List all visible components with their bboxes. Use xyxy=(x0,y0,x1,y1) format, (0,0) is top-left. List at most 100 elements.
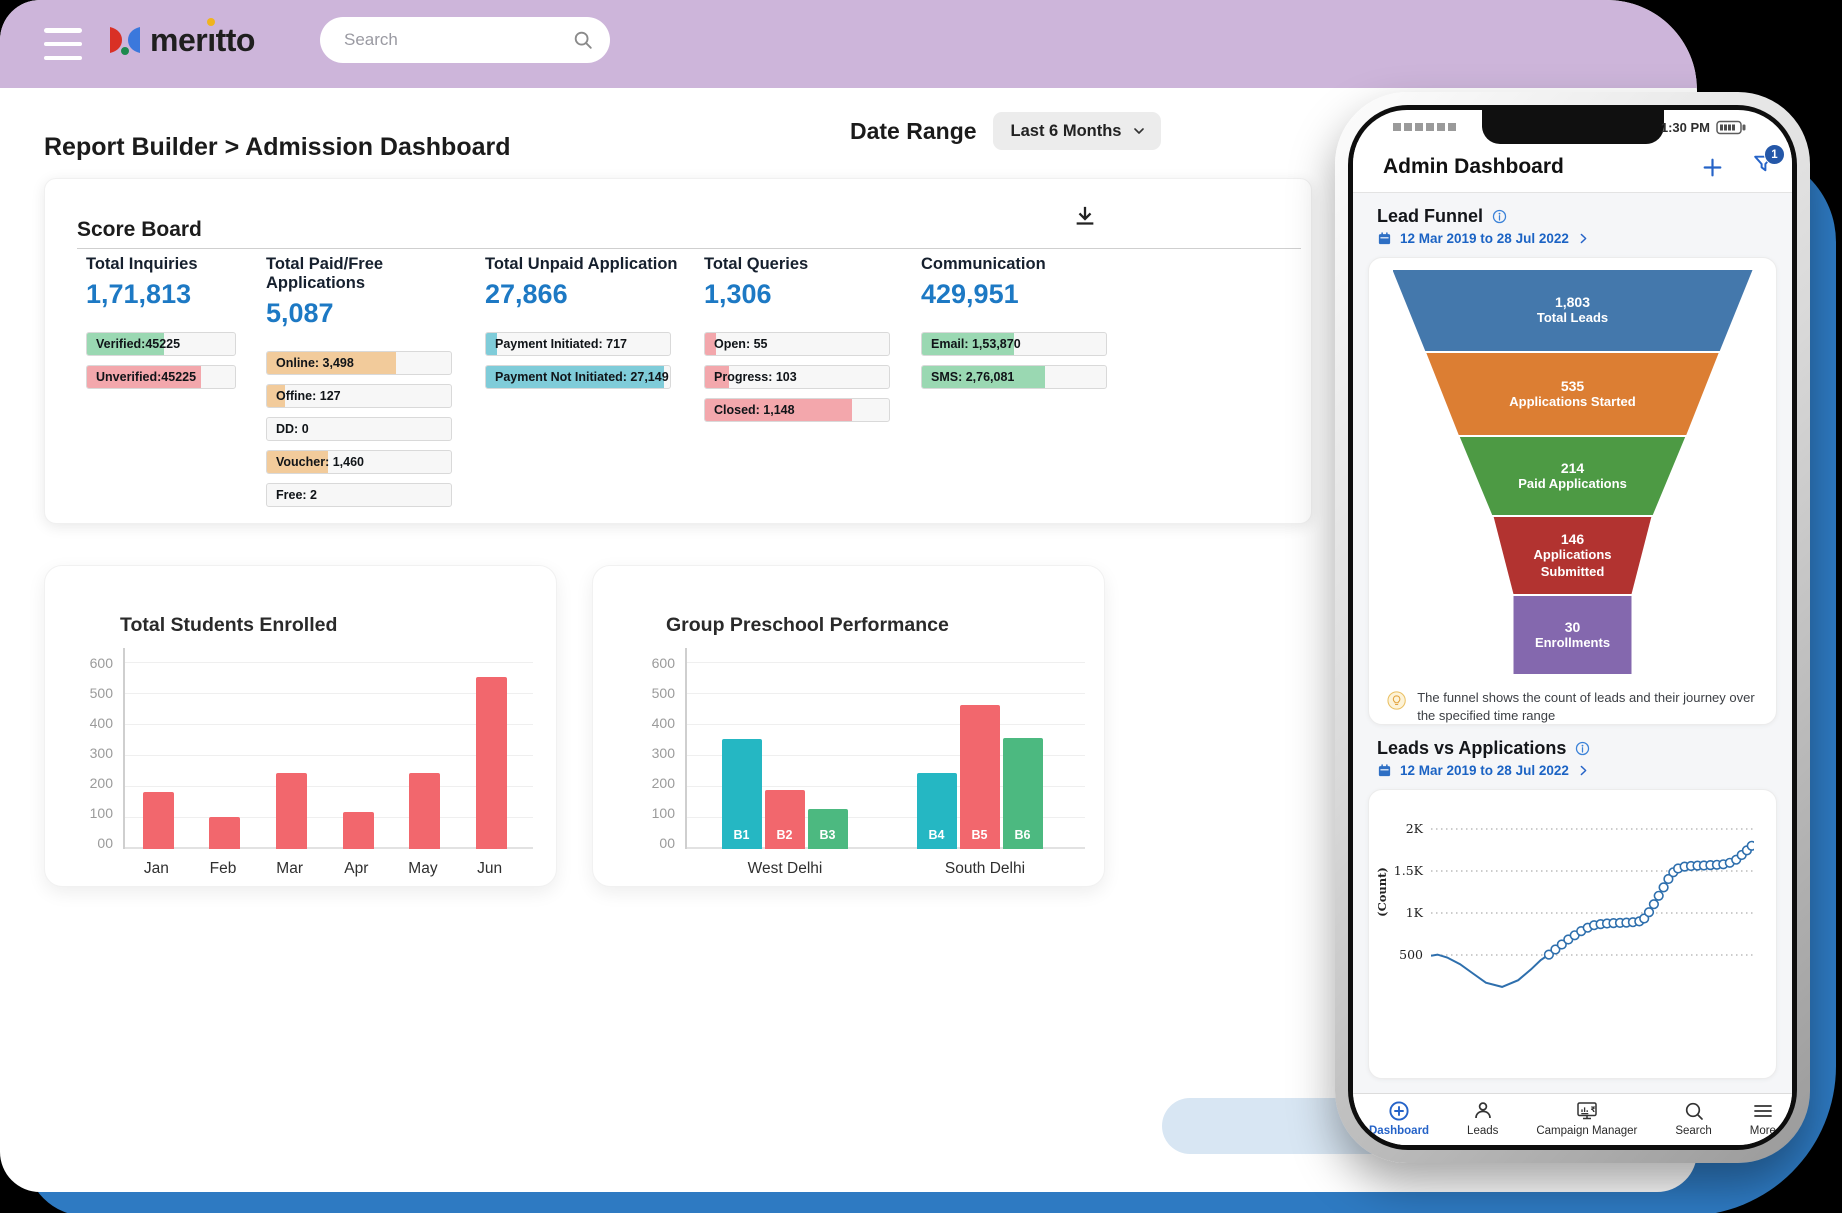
nav-item-more[interactable]: More xyxy=(1750,1094,1776,1145)
nav-item-campaign-manager[interactable]: ₹ Campaign Manager xyxy=(1536,1094,1637,1145)
students-enrolled-card: Total Students Enrolled 00 100 200 300 400 50… xyxy=(44,565,557,887)
phone-frame: 1:30 PM Admin Dashboard xyxy=(1348,105,1797,1150)
gridline xyxy=(125,786,533,788)
lead-funnel-title: Lead Funnel xyxy=(1377,206,1484,226)
gridline xyxy=(125,817,533,819)
funnel-label: Applications Started xyxy=(1509,393,1636,409)
stat-bar-unverified: Unverified:45225 xyxy=(86,365,236,389)
phone-notch xyxy=(1481,110,1664,144)
notification-badge: 1 xyxy=(1764,144,1785,165)
download-button[interactable] xyxy=(1071,203,1099,234)
search-icon[interactable] xyxy=(572,29,594,51)
meritto-logo-icon xyxy=(110,27,140,55)
funnel-value: 214 xyxy=(1560,459,1585,476)
bar-label: B2 xyxy=(776,828,793,842)
metric-name: Total Queries xyxy=(704,255,809,273)
metric-total-unpaid-application: Total Unpaid Application 27,866 Payment In… xyxy=(485,255,704,516)
chevron-right-icon xyxy=(1580,765,1587,776)
y-tick-label: 2K xyxy=(1405,821,1423,836)
stat-fill xyxy=(705,366,729,388)
x-axis-labels: Jan Feb Mar Apr May Jun xyxy=(123,860,523,878)
battery-icon xyxy=(1716,120,1746,134)
date-range-value: Last 6 Months xyxy=(1010,121,1122,140)
stat-label: Progress: 103 xyxy=(714,370,797,384)
nav-item-leads[interactable]: Leads xyxy=(1467,1094,1498,1145)
y-tick-label: 1K xyxy=(1405,905,1423,920)
funnel-date-range[interactable]: 12 Mar 2019 to 28 Jul 2022 xyxy=(1377,231,1777,246)
metric-value: 1,306 xyxy=(704,279,772,309)
funnel-segment-enrollments: 30 Enrollments xyxy=(1513,596,1632,674)
date-range-select[interactable]: Last 6 Months xyxy=(992,112,1162,150)
metric-total-queries: Total Queries 1,306 Open: 55 Progress: 103 C… xyxy=(704,255,921,516)
stat-bar-payment-not-initiated: Payment Not Initiated: 27,149 xyxy=(485,365,671,389)
gridline xyxy=(125,662,533,664)
group-label: West Delhi xyxy=(747,860,823,877)
stat-bar-dd: DD: 0 xyxy=(266,417,452,441)
stat-label: Email: 1,53,870 xyxy=(931,337,1021,351)
stat-bar-payment-initiated: Payment Initiated: 717 xyxy=(485,332,671,356)
stat-fill xyxy=(705,399,853,421)
metric-value: 1,71,813 xyxy=(86,279,192,309)
menu-hamburger-icon[interactable] xyxy=(44,28,82,60)
data-point xyxy=(1746,840,1754,851)
gridline xyxy=(687,755,1085,757)
nav-item-dashboard[interactable]: Dashboard xyxy=(1369,1094,1429,1145)
data-point xyxy=(1550,944,1561,955)
stat-label: Verified:45225 xyxy=(96,337,181,351)
bar xyxy=(409,773,441,849)
stat-fill xyxy=(486,333,498,355)
calendar-icon xyxy=(1378,764,1391,777)
logo-yellow-dot-icon xyxy=(207,18,216,26)
data-point xyxy=(1648,899,1659,910)
lightbulb-icon xyxy=(1387,691,1406,710)
filter-button[interactable]: 1 xyxy=(1751,144,1785,182)
nav-item-search[interactable]: Search xyxy=(1675,1094,1712,1145)
stat-fill xyxy=(87,366,201,388)
leads-vs-applications-title: Leads vs Applications xyxy=(1377,738,1567,758)
stat-label: Offine: 127 xyxy=(276,389,341,403)
stat-fill xyxy=(922,366,1046,388)
nav-item-label: Dashboard xyxy=(1369,1125,1430,1137)
leads-vs-applications-date-range[interactable]: 12 Mar 2019 to 28 Jul 2022 xyxy=(1377,763,1777,778)
bar-jun xyxy=(467,677,517,849)
y-axis: 00 100 200 300 400 500 600 xyxy=(73,654,113,851)
funnel-segment-applications-started: 535 Applications Started xyxy=(1426,353,1719,435)
chart-title: Group Preschool Performance xyxy=(666,613,949,636)
stat-label: Payment Initiated: 717 xyxy=(495,337,627,351)
status-time: 1:30 PM xyxy=(1660,119,1710,135)
stat-bar-email: Email: 1,53,870 xyxy=(921,332,1107,356)
bar-label: B4 xyxy=(928,828,945,842)
group-west-delhi: B1 B2 B3 xyxy=(721,739,848,849)
info-icon[interactable] xyxy=(1574,740,1591,757)
y-tick-label: 600 xyxy=(651,655,675,671)
funnel-label: Enrollments xyxy=(1534,634,1611,650)
data-point xyxy=(1543,949,1554,960)
divider xyxy=(77,248,1301,249)
bar-label: B5 xyxy=(971,828,988,842)
funnel-value: 535 xyxy=(1560,377,1585,394)
stat-fill xyxy=(87,333,164,355)
add-icon[interactable] xyxy=(1700,155,1725,180)
data-point xyxy=(1658,882,1669,893)
bar xyxy=(209,816,241,849)
stat-label: Free: 2 xyxy=(276,488,317,502)
x-axis-labels: West Delhi South Delhi xyxy=(685,860,1085,878)
y-tick-label: 1.5K xyxy=(1393,863,1423,878)
funnel-label: Paid Applications xyxy=(1518,475,1627,491)
gridline xyxy=(687,724,1085,726)
bar-b3: B3 xyxy=(807,808,848,849)
stat-label: Closed: 1,148 xyxy=(714,403,795,417)
plot-area xyxy=(123,648,533,849)
global-search[interactable] xyxy=(320,17,610,63)
y-tick-label: 500 xyxy=(651,685,675,701)
metric-name: Total Paid/Free Applications xyxy=(266,255,384,292)
bar-label: B6 xyxy=(1014,828,1031,842)
bar-apr xyxy=(333,811,383,849)
stat-label: Voucher: 1,460 xyxy=(276,455,365,469)
info-icon[interactable] xyxy=(1491,208,1508,225)
search-input[interactable] xyxy=(342,29,572,51)
bar-b4: B4 xyxy=(916,773,957,849)
menu-lines-icon xyxy=(1753,1105,1772,1117)
x-tick-label: Feb xyxy=(209,860,237,877)
